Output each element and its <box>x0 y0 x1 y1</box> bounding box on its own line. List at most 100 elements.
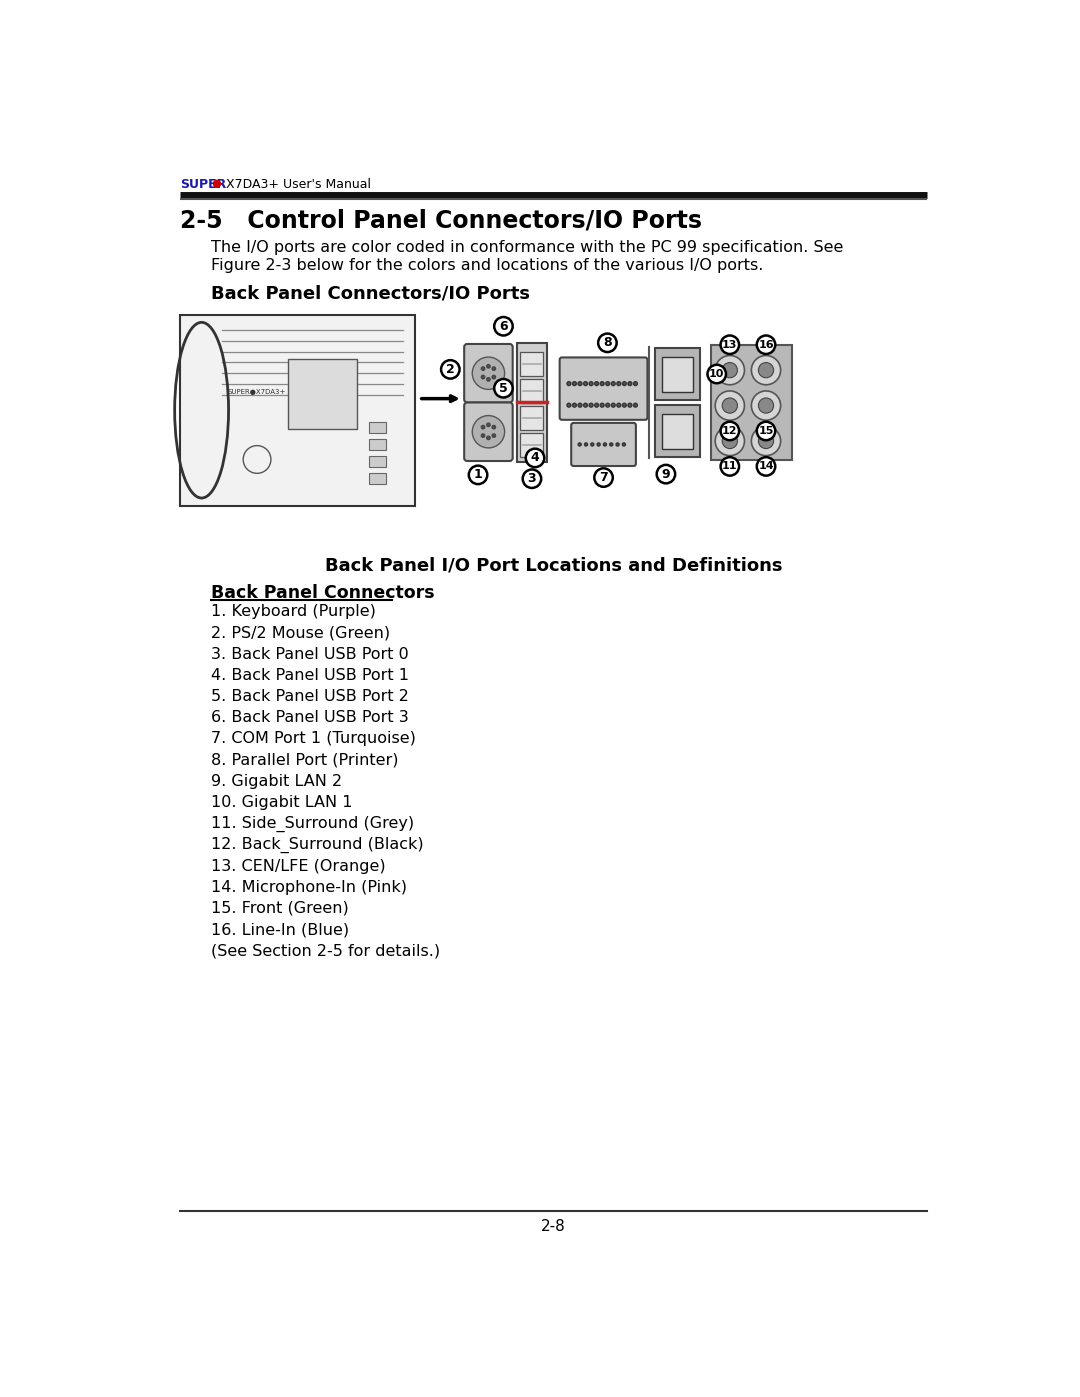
Circle shape <box>492 426 496 429</box>
Circle shape <box>583 404 588 407</box>
Circle shape <box>611 381 616 386</box>
Circle shape <box>472 358 504 390</box>
Text: 6: 6 <box>499 320 508 332</box>
Text: 10: 10 <box>710 369 725 379</box>
Circle shape <box>578 381 582 386</box>
Text: 13: 13 <box>723 339 738 349</box>
Circle shape <box>752 355 781 384</box>
Circle shape <box>622 404 626 407</box>
Circle shape <box>482 426 485 429</box>
Circle shape <box>715 426 744 455</box>
Circle shape <box>723 398 738 414</box>
Text: 16: 16 <box>758 339 774 349</box>
Circle shape <box>610 443 612 446</box>
Text: Back Panel Connectors/IO Ports: Back Panel Connectors/IO Ports <box>211 285 530 303</box>
Text: 6. Back Panel USB Port 3: 6. Back Panel USB Port 3 <box>211 710 408 725</box>
Circle shape <box>622 443 625 446</box>
FancyBboxPatch shape <box>662 358 693 393</box>
FancyBboxPatch shape <box>521 352 543 376</box>
Circle shape <box>590 381 593 386</box>
Text: Figure 2-3 below for the colors and locations of the various I/O ports.: Figure 2-3 below for the colors and loca… <box>211 258 764 272</box>
Text: 2. PS/2 Mouse (Green): 2. PS/2 Mouse (Green) <box>211 626 390 641</box>
FancyBboxPatch shape <box>368 439 386 450</box>
Circle shape <box>715 391 744 420</box>
Text: 4: 4 <box>530 451 539 464</box>
Text: (See Section 2-5 for details.): (See Section 2-5 for details.) <box>211 943 440 958</box>
Text: X7DA3+ User's Manual: X7DA3+ User's Manual <box>221 177 370 191</box>
Text: 3: 3 <box>528 472 537 485</box>
Text: 9: 9 <box>662 468 671 481</box>
FancyBboxPatch shape <box>571 423 636 467</box>
Circle shape <box>482 376 485 379</box>
Circle shape <box>627 404 632 407</box>
FancyBboxPatch shape <box>656 348 700 400</box>
Circle shape <box>572 404 577 407</box>
Text: 5: 5 <box>499 381 508 395</box>
Circle shape <box>757 335 775 353</box>
FancyBboxPatch shape <box>521 405 543 430</box>
Text: 15: 15 <box>758 426 773 436</box>
FancyBboxPatch shape <box>517 344 546 462</box>
Circle shape <box>482 367 485 370</box>
FancyBboxPatch shape <box>180 314 415 506</box>
Circle shape <box>707 365 726 383</box>
FancyBboxPatch shape <box>368 422 386 433</box>
Circle shape <box>723 363 738 377</box>
Circle shape <box>617 404 621 407</box>
Circle shape <box>595 381 598 386</box>
Text: 13. CEN/LFE (Orange): 13. CEN/LFE (Orange) <box>211 859 386 873</box>
Circle shape <box>720 457 739 475</box>
Circle shape <box>492 434 496 437</box>
Circle shape <box>634 404 637 407</box>
Circle shape <box>572 381 577 386</box>
Circle shape <box>606 404 609 407</box>
Text: 14. Microphone-In (Pink): 14. Microphone-In (Pink) <box>211 880 407 894</box>
Text: Back Panel Connectors: Back Panel Connectors <box>211 584 434 602</box>
Circle shape <box>622 381 626 386</box>
Circle shape <box>578 404 582 407</box>
Text: 8: 8 <box>603 337 611 349</box>
Text: 2: 2 <box>446 363 455 376</box>
Circle shape <box>591 443 594 446</box>
FancyBboxPatch shape <box>521 379 543 404</box>
Circle shape <box>594 468 612 486</box>
Text: 14: 14 <box>758 461 774 471</box>
Text: 11: 11 <box>723 461 738 471</box>
Text: 10. Gigabit LAN 1: 10. Gigabit LAN 1 <box>211 795 352 810</box>
Circle shape <box>600 404 604 407</box>
Circle shape <box>604 443 607 446</box>
Text: 7: 7 <box>599 471 608 485</box>
FancyBboxPatch shape <box>521 433 543 457</box>
Text: 5. Back Panel USB Port 2: 5. Back Panel USB Port 2 <box>211 689 408 704</box>
Circle shape <box>752 391 781 420</box>
Circle shape <box>492 376 496 379</box>
Circle shape <box>758 363 773 377</box>
Circle shape <box>487 423 490 426</box>
Circle shape <box>526 448 544 467</box>
FancyBboxPatch shape <box>368 472 386 485</box>
Circle shape <box>627 381 632 386</box>
Circle shape <box>657 465 675 483</box>
FancyBboxPatch shape <box>464 402 513 461</box>
Text: 16. Line-In (Blue): 16. Line-In (Blue) <box>211 922 349 937</box>
Text: 12. Back_Surround (Black): 12. Back_Surround (Black) <box>211 837 423 854</box>
Circle shape <box>578 443 581 446</box>
FancyBboxPatch shape <box>559 358 647 420</box>
Circle shape <box>757 457 775 475</box>
FancyBboxPatch shape <box>662 414 693 450</box>
Text: 12: 12 <box>723 426 738 436</box>
Text: 7. COM Port 1 (Turquoise): 7. COM Port 1 (Turquoise) <box>211 732 416 746</box>
Circle shape <box>482 434 485 437</box>
Text: 2-5   Control Panel Connectors/IO Ports: 2-5 Control Panel Connectors/IO Ports <box>180 208 702 233</box>
FancyBboxPatch shape <box>464 344 513 402</box>
Circle shape <box>597 443 600 446</box>
Circle shape <box>752 426 781 455</box>
Circle shape <box>758 398 773 414</box>
Circle shape <box>469 465 487 485</box>
Circle shape <box>214 180 220 187</box>
Circle shape <box>492 367 496 370</box>
Text: 2-8: 2-8 <box>541 1220 566 1234</box>
Circle shape <box>567 381 571 386</box>
Text: 1. Keyboard (Purple): 1. Keyboard (Purple) <box>211 605 376 619</box>
Circle shape <box>495 317 513 335</box>
